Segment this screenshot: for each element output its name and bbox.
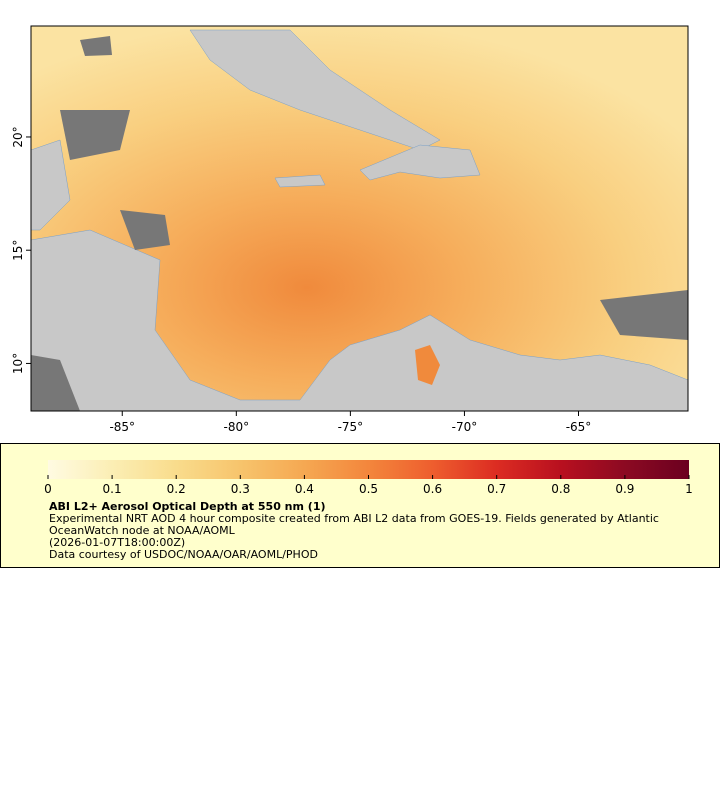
colorbar-tick-label: 0	[44, 482, 52, 494]
legend-credit: Data courtesy of USDOC/NOAA/OAR/AOML/PHO…	[49, 548, 318, 561]
legend-description: Experimental NRT AOD 4 hour composite cr…	[49, 512, 659, 537]
x-tick-label: -75°	[338, 420, 364, 434]
colorbar-tick-label: 0.9	[615, 482, 634, 494]
y-tick-label: 15°	[11, 240, 25, 261]
colorbar-tick-label: 0.3	[231, 482, 250, 494]
colorbar-tick-label: 0.6	[423, 482, 442, 494]
colorbar-tick-label: 1	[685, 482, 693, 494]
colorbar-tick-label: 0.7	[487, 482, 506, 494]
x-tick-label: -80°	[224, 420, 250, 434]
map: -85° -80° -75° -70° -65° 10° 15° 20°	[11, 25, 689, 434]
y-tick-label: 20°	[11, 126, 25, 147]
x-tick-label: -85°	[109, 420, 135, 434]
map-frame	[30, 25, 689, 412]
land	[30, 29, 689, 412]
x-tick-label: -65°	[566, 420, 592, 434]
legend-time: (2026-01-07T18:00:00Z)	[49, 536, 186, 549]
colorbar: 0 0.1 0.2 0.3 0.4 0.5 0.6 0.7 0.8 0.9 1	[44, 460, 693, 494]
colorbar-tick-label: 0.4	[295, 482, 314, 494]
x-tick-label: -70°	[452, 420, 478, 434]
colorbar-tick-label: 0.1	[103, 482, 122, 494]
lake	[415, 345, 440, 385]
colorbar-ramp	[48, 460, 689, 479]
legend: 0 0.1 0.2 0.3 0.4 0.5 0.6 0.7 0.8 0.9 1 ABI L2+ Ae…	[0, 443, 720, 568]
colorbar-tick-label: 0.5	[359, 482, 378, 494]
masked-area	[31, 36, 688, 411]
colorbar-tick-label: 0.8	[551, 482, 570, 494]
y-tick-label: 10°	[11, 353, 25, 374]
legend-title: ABI L2+ Aerosol Optical Depth at 550 nm …	[49, 500, 326, 513]
colorbar-tick-label: 0.2	[167, 482, 186, 494]
